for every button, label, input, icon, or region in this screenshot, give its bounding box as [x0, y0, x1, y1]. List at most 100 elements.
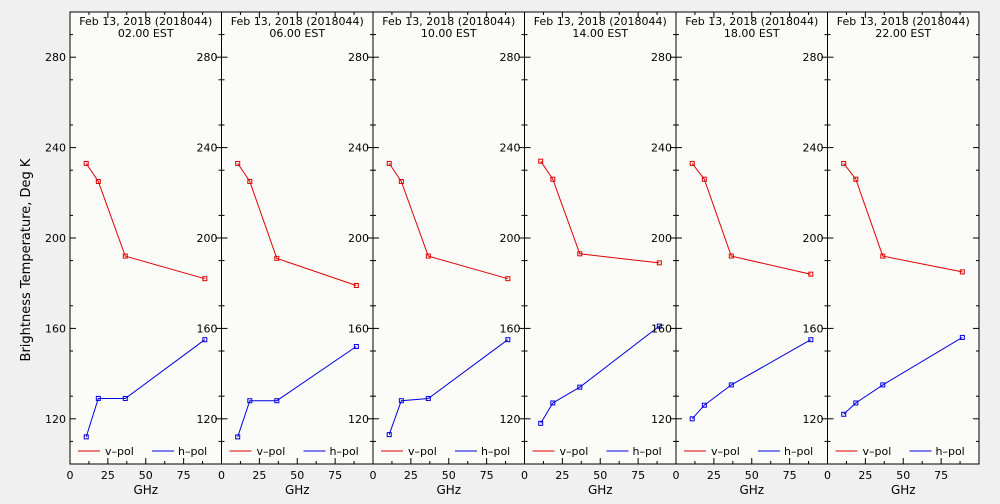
x-tick-label: 75 [480, 469, 494, 482]
legend-v-pol-label: v–pol [711, 445, 740, 458]
x-tick-label: 75 [783, 469, 797, 482]
figure-y-axis-label: Brightness Temperature, Deg K [19, 158, 34, 361]
x-tick-label: 50 [290, 469, 304, 482]
panel-title: Feb 13, 2018 (2018044) [382, 15, 515, 28]
data-point-v-pol [550, 176, 556, 182]
data-point-h-pol [656, 323, 662, 329]
data-point-v-pol [959, 269, 965, 275]
legend-v-pol-label: v–pol [863, 445, 892, 458]
data-point-v-pol [853, 176, 859, 182]
data-point-v-pol [247, 179, 253, 184]
data-point-v-pol [656, 260, 662, 266]
y-tick-label: 160 [45, 322, 66, 335]
panel-title: Feb 13, 2018 (2018044) [231, 15, 364, 28]
x-tick-label: 75 [934, 469, 948, 482]
legend-v-pol-label: v–pol [560, 445, 589, 458]
x-tick-label: 50 [139, 469, 153, 482]
y-tick-label: 200 [45, 232, 66, 245]
y-tick-label: 200 [197, 232, 218, 245]
y-tick-label: 280 [500, 51, 521, 64]
y-tick-label: 240 [803, 142, 824, 155]
legend-h-pol-label: h–pol [936, 445, 965, 458]
x-tick-label: 25 [101, 469, 115, 482]
data-point-v-pol [728, 253, 734, 259]
data-point-v-pol [841, 160, 847, 166]
panel-6: Feb 13, 2018 (2018044)22.00 EST 120 160 200… [803, 11, 980, 497]
data-point-v-pol [398, 179, 404, 184]
y-tick-label: 120 [803, 413, 824, 426]
panel-frame [524, 11, 677, 465]
y-tick-label: 200 [651, 232, 672, 245]
x-tick-label: 0 [824, 469, 831, 482]
y-tick-label: 240 [45, 142, 66, 155]
data-point-v-pol [425, 253, 431, 259]
data-point-v-pol [880, 253, 886, 259]
x-tick-label: 50 [896, 469, 910, 482]
y-tick-label: 160 [803, 322, 824, 335]
y-tick-label: 200 [500, 232, 521, 245]
x-tick-label: 0 [521, 469, 528, 482]
y-tick-label: 280 [348, 51, 369, 64]
data-point-h-pol [95, 395, 101, 401]
series-line-h-pol [237, 346, 357, 438]
legend-h-pol-label: h–pol [784, 445, 813, 458]
y-tick-label: 160 [500, 322, 521, 335]
data-point-h-pol [880, 382, 886, 388]
legend-h-pol-label: h–pol [481, 445, 510, 458]
x-axis-label: GHz [739, 483, 764, 497]
y-tick-label: 240 [197, 142, 218, 155]
legend-h-pol-label: h–pol [330, 445, 359, 458]
data-point-h-pol [808, 337, 814, 343]
panel-subtitle: 18.00 EST [724, 27, 780, 40]
panel-3: Feb 13, 2018 (2018044)10.00 EST 120 160 200… [348, 11, 525, 497]
panel-frame [827, 11, 980, 465]
panel-5: Feb 13, 2018 (2018044)18.00 EST 120 160 200… [651, 11, 828, 497]
y-tick-label: 200 [348, 232, 369, 245]
data-point-h-pol [853, 400, 859, 406]
data-point-h-pol [122, 395, 128, 401]
panel-1: Feb 13, 2018 (2018044)02.00 EST 120 160 200… [45, 11, 222, 497]
legend-h-pol-label: h–pol [633, 445, 662, 458]
data-point-h-pol [386, 432, 392, 438]
data-point-h-pol [728, 382, 734, 388]
x-tick-label: 25 [858, 469, 872, 482]
series-line-v-pol [691, 163, 811, 275]
panel-subtitle: 06.00 EST [269, 27, 325, 40]
y-tick-label: 120 [348, 413, 369, 426]
data-point-h-pol [83, 434, 89, 440]
data-point-h-pol [577, 384, 583, 390]
data-point-h-pol [538, 420, 544, 426]
series-line-v-pol [843, 163, 963, 273]
legend-v-pol-label: v–pol [105, 445, 134, 458]
data-point-h-pol [425, 395, 431, 401]
series-line-h-pol [388, 339, 509, 435]
x-tick-label: 25 [252, 469, 266, 482]
x-tick-label: 50 [593, 469, 607, 482]
data-point-v-pol [353, 282, 359, 288]
data-point-h-pol [689, 416, 695, 422]
y-tick-label: 200 [803, 232, 824, 245]
series-line-v-pol [388, 163, 508, 280]
x-tick-label: 0 [370, 469, 377, 482]
panel-title: Feb 13, 2018 (2018044) [79, 15, 212, 28]
x-axis-label: GHz [133, 483, 158, 497]
data-point-h-pol [274, 398, 280, 404]
data-point-h-pol [247, 398, 253, 404]
panel-frame [372, 11, 525, 465]
series-line-h-pol [691, 339, 812, 420]
data-point-v-pol [95, 179, 101, 184]
data-point-h-pol [235, 434, 241, 440]
y-tick-label: 160 [348, 322, 369, 335]
y-tick-label: 280 [803, 51, 824, 64]
x-tick-label: 50 [745, 469, 759, 482]
series-line-h-pol [843, 336, 963, 415]
series-line-v-pol [540, 160, 660, 264]
x-axis-label: GHz [891, 483, 916, 497]
data-point-h-pol [701, 402, 707, 408]
data-point-v-pol [689, 160, 695, 166]
panel-subtitle: 14.00 EST [572, 27, 628, 40]
y-tick-label: 120 [651, 413, 672, 426]
data-point-v-pol [122, 253, 128, 259]
series-line-h-pol [85, 339, 206, 438]
